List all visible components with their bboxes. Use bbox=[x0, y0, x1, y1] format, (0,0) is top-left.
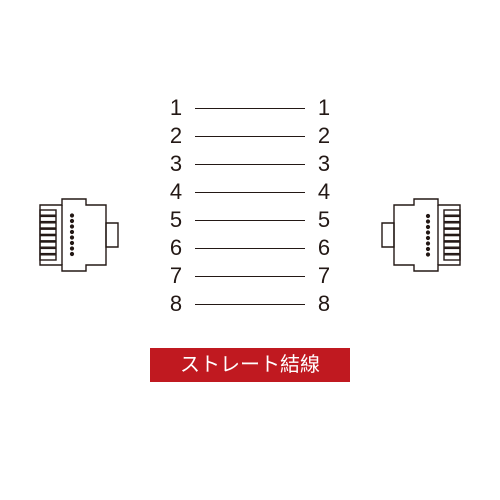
pin-wire bbox=[195, 220, 305, 221]
wiring-diagram: 1122334455667788 ストレート結線 bbox=[0, 0, 500, 500]
pin-label-left: 3 bbox=[167, 151, 185, 177]
caption-text: ストレート結線 bbox=[180, 354, 320, 376]
caption-label: ストレート結線 bbox=[150, 348, 350, 382]
pin-label-right: 6 bbox=[315, 235, 333, 261]
pin-wire bbox=[195, 192, 305, 193]
pin-label-left: 6 bbox=[167, 235, 185, 261]
pin-wire bbox=[195, 136, 305, 137]
rj45-connector-left bbox=[30, 195, 120, 275]
pin-wire bbox=[195, 276, 305, 277]
pin-label-left: 5 bbox=[167, 207, 185, 233]
pin-row: 11 bbox=[0, 94, 500, 122]
pin-wire bbox=[195, 164, 305, 165]
pin-label-left: 4 bbox=[167, 179, 185, 205]
pin-label-right: 3 bbox=[315, 151, 333, 177]
pin-label-left: 8 bbox=[167, 291, 185, 317]
pin-label-right: 7 bbox=[315, 263, 333, 289]
pin-label-left: 2 bbox=[167, 123, 185, 149]
pin-wire bbox=[195, 304, 305, 305]
pin-label-right: 1 bbox=[315, 95, 333, 121]
pin-row: 88 bbox=[0, 290, 500, 318]
pin-wire bbox=[195, 108, 305, 109]
pin-label-right: 4 bbox=[315, 179, 333, 205]
pin-label-right: 2 bbox=[315, 123, 333, 149]
pin-row: 33 bbox=[0, 150, 500, 178]
pin-label-right: 8 bbox=[315, 291, 333, 317]
rj45-connector-right bbox=[380, 195, 470, 275]
pin-row: 22 bbox=[0, 122, 500, 150]
pin-label-left: 7 bbox=[167, 263, 185, 289]
pin-wire bbox=[195, 248, 305, 249]
pin-label-right: 5 bbox=[315, 207, 333, 233]
pin-label-left: 1 bbox=[167, 95, 185, 121]
